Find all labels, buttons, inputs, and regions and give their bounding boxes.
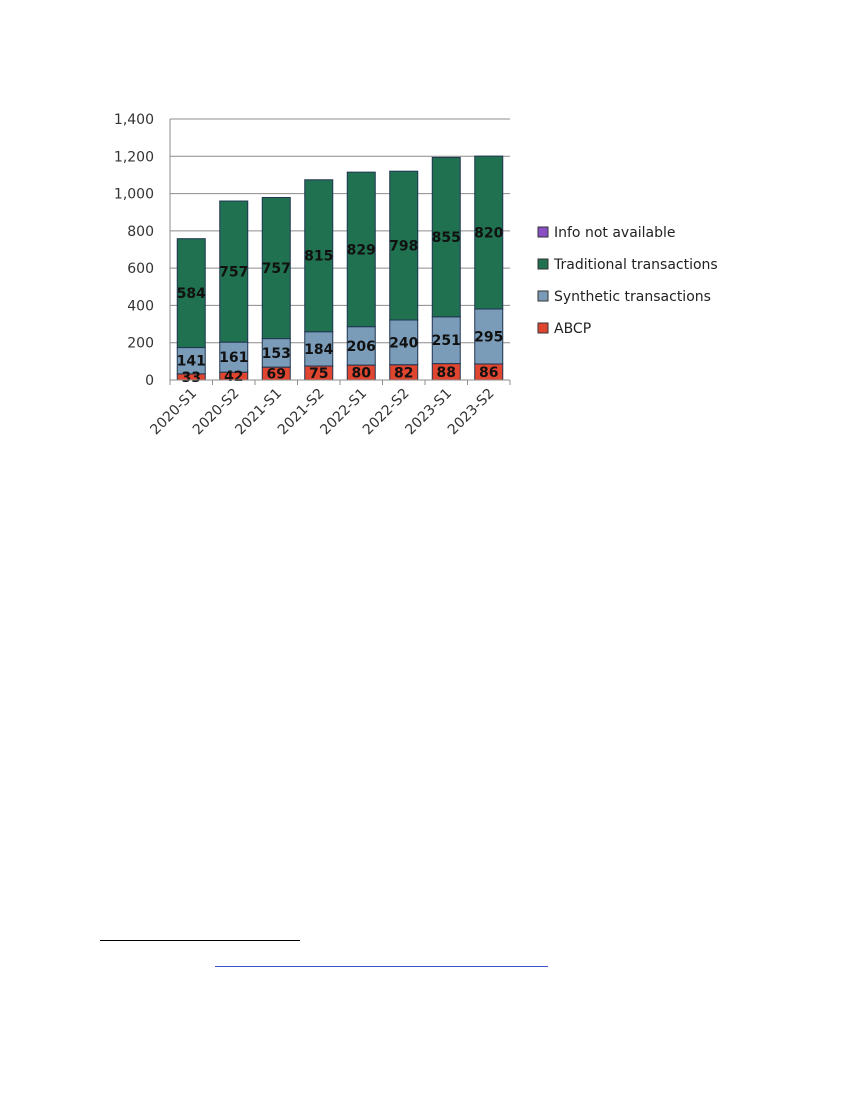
bar-segment — [431, 316, 461, 365]
data-label: 295 — [474, 329, 503, 345]
y-tick-label: 1,000 — [114, 187, 154, 203]
data-label: 584 — [177, 286, 206, 302]
data-label: 80 — [352, 366, 372, 382]
data-label: 153 — [262, 346, 291, 362]
legend-swatch — [537, 226, 549, 238]
data-label: 798 — [389, 239, 418, 255]
bar-segment — [389, 319, 419, 366]
data-label: 251 — [432, 333, 461, 349]
legend-swatch — [537, 290, 549, 302]
bar-segment — [176, 238, 206, 349]
bar-segment — [261, 338, 291, 368]
data-label: 141 — [177, 354, 206, 370]
y-tick-label: 400 — [127, 298, 154, 314]
bar-segment — [474, 308, 504, 365]
legend-label: Info not available — [554, 225, 676, 241]
bar-segment — [474, 155, 504, 310]
bar-segment — [389, 170, 419, 321]
y-tick-label: 600 — [127, 261, 154, 277]
x-axis-tick-labels: 2020-S12020-S22021-S12021-S22022-S12022-… — [147, 386, 497, 439]
footnote-separator — [100, 940, 300, 941]
stacked-bar-chart: 0 200 400 600 800 1,000 1,200 1,400 33 141 584 42 1… — [0, 0, 850, 480]
data-label: 206 — [347, 339, 376, 355]
data-label: 82 — [394, 365, 413, 381]
legend-label: Traditional transactions — [553, 257, 718, 273]
data-label: 86 — [479, 365, 498, 381]
legend-swatch — [537, 258, 549, 270]
data-label: 820 — [474, 226, 503, 242]
bar-segment — [304, 331, 334, 367]
y-tick-label: 800 — [127, 224, 154, 240]
bar-segment — [261, 196, 291, 340]
data-label: 69 — [267, 367, 286, 383]
legend-label: ABCP — [554, 321, 591, 337]
y-axis-tick-labels: 0 200 400 600 800 1,000 1,200 1,400 — [114, 112, 154, 389]
legend-label: Synthetic transactions — [554, 289, 711, 305]
bar-segment — [219, 200, 249, 343]
data-label: 757 — [262, 261, 291, 277]
y-tick-label: 200 — [127, 336, 154, 352]
y-tick-label: 1,400 — [114, 112, 154, 128]
bar-segment — [346, 326, 376, 366]
data-label: 829 — [347, 242, 376, 258]
bar-segment — [346, 171, 376, 328]
y-tick-label: 1,200 — [114, 149, 154, 165]
data-label: 855 — [432, 230, 461, 246]
legend-swatch — [537, 322, 549, 334]
data-label: 42 — [224, 369, 243, 385]
data-label: 240 — [389, 335, 418, 351]
bar-segment — [304, 179, 334, 333]
data-label: 33 — [182, 370, 201, 386]
data-label: 757 — [219, 265, 248, 281]
x-tick-label: 2023-S2 — [445, 386, 498, 439]
bar-segment — [431, 156, 461, 318]
legend: Info not available Traditional transactio… — [537, 225, 718, 337]
data-label: 75 — [309, 366, 328, 382]
data-label: 184 — [304, 342, 333, 358]
axes — [169, 119, 511, 385]
data-label: 815 — [304, 249, 333, 265]
footnote-link-underline[interactable] — [215, 966, 548, 967]
bars — [176, 155, 504, 381]
data-label: 88 — [437, 365, 456, 381]
data-label: 161 — [219, 350, 248, 366]
y-tick-label: 0 — [145, 373, 154, 389]
